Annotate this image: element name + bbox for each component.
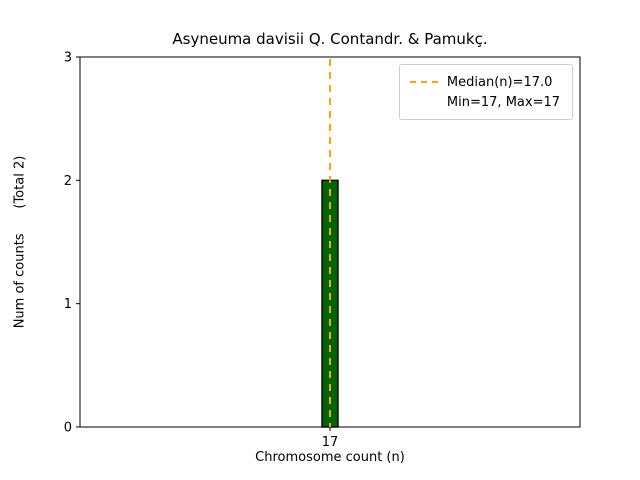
legend-label-minmax: Min=17, Max=17 <box>446 94 560 110</box>
blank-swatch <box>410 101 438 103</box>
x-axis-label: Chromosome count (n) <box>255 450 405 465</box>
svg-text:1: 1 <box>64 297 72 312</box>
legend-entry-minmax: Min=17, Max=17 <box>410 92 560 112</box>
legend: Median(n)=17.0 Min=17, Max=17 <box>398 64 573 120</box>
chart-title: Asyneuma davisii Q. Contandr. & Pamukç. <box>172 30 488 48</box>
svg-text:17: 17 <box>322 435 339 450</box>
median-dashed-line-swatch <box>409 81 438 83</box>
legend-label-median: Median(n)=17.0 <box>446 74 553 90</box>
legend-entry-median: Median(n)=17.0 <box>409 72 560 92</box>
svg-text:2: 2 <box>64 174 72 189</box>
svg-text:3: 3 <box>64 51 72 66</box>
svg-text:0: 0 <box>64 421 72 436</box>
